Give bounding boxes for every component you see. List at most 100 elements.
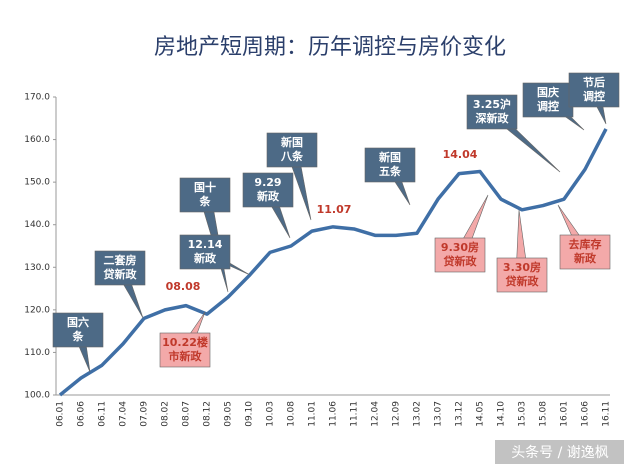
x-tick-label: 13.12 bbox=[455, 401, 465, 427]
x-tick-label: 14.10 bbox=[497, 401, 507, 427]
annotation-text: 新政 bbox=[574, 251, 597, 265]
x-tick-label: 15.08 bbox=[539, 401, 549, 427]
annotation-text: 国六 bbox=[67, 315, 89, 329]
annotation-text: 五条 bbox=[379, 164, 402, 178]
annotation-text: 08.08 bbox=[166, 280, 201, 293]
x-tick-label: 10.03 bbox=[266, 401, 276, 427]
annotation-text: 3.30房 bbox=[503, 260, 541, 274]
annotation: 11.07 bbox=[317, 203, 352, 216]
annotation: 国六条 bbox=[52, 312, 104, 373]
annotation-text: 新国 bbox=[379, 150, 401, 164]
annotation-text: 9.29 bbox=[254, 176, 281, 189]
annotation-text: 国庆 bbox=[537, 85, 559, 99]
annotation-text: 市新政 bbox=[169, 349, 203, 363]
annotation-text: 贷新政 bbox=[104, 267, 138, 281]
x-tick-label: 06.11 bbox=[98, 401, 108, 427]
x-tick-label: 13.07 bbox=[434, 401, 444, 427]
annotation: 14.04 bbox=[443, 148, 478, 161]
chart-title: 房地产短周期：历年调控与房价变化 bbox=[154, 35, 506, 60]
x-tick-label: 13.02 bbox=[413, 401, 423, 427]
x-tick-label: 16.06 bbox=[581, 401, 591, 427]
annotation-text: 新国 bbox=[281, 135, 303, 149]
price-line bbox=[58, 128, 608, 397]
x-tick-label: 14.05 bbox=[476, 401, 486, 427]
y-tick-label: 110.0 bbox=[24, 348, 50, 358]
annotation-text: 国十 bbox=[194, 180, 216, 194]
callout-box bbox=[496, 257, 548, 293]
callout-box bbox=[568, 72, 620, 108]
x-tick-label: 15.03 bbox=[518, 401, 528, 427]
y-tick-label: 150.0 bbox=[24, 178, 50, 188]
callout-box bbox=[179, 177, 231, 213]
x-tick-label: 08.07 bbox=[182, 401, 192, 427]
y-tick-label: 120.0 bbox=[24, 305, 50, 315]
x-tick-label: 06.06 bbox=[77, 401, 87, 427]
callout-box bbox=[522, 82, 574, 118]
callout-box bbox=[466, 94, 518, 130]
x-tick-label: 11.11 bbox=[350, 401, 360, 427]
annotation-text: 12.14 bbox=[188, 238, 223, 251]
x-tick-label: 07.04 bbox=[119, 401, 129, 427]
annotation-text: 贷新政 bbox=[506, 274, 540, 288]
callout-box bbox=[242, 172, 294, 208]
callout-box bbox=[434, 237, 486, 273]
annotation-text: 二套房 bbox=[104, 253, 137, 267]
callout-box bbox=[159, 332, 211, 368]
x-tick-label: 11.06 bbox=[329, 401, 339, 427]
x-tick-label: 11.01 bbox=[308, 401, 318, 427]
annotation-text: 11.07 bbox=[317, 203, 352, 216]
annotation-text: 14.04 bbox=[443, 148, 478, 161]
annotation-text: 条 bbox=[72, 329, 85, 343]
annotation-text: 调控 bbox=[583, 89, 605, 103]
y-tick-label: 130.0 bbox=[24, 263, 50, 273]
callout-box bbox=[94, 250, 146, 286]
x-tick-label: 09.05 bbox=[224, 401, 234, 427]
x-tick-label: 08.02 bbox=[161, 401, 171, 427]
annotation-text: 3.25沪 bbox=[473, 97, 511, 111]
callout-box bbox=[52, 312, 104, 348]
annotation: 08.08 bbox=[166, 280, 201, 293]
x-tick-label: 08.12 bbox=[203, 401, 213, 427]
annotation-text: 9.30房 bbox=[441, 240, 479, 254]
callout-box bbox=[266, 132, 318, 168]
annotation-text: 深新政 bbox=[476, 111, 510, 125]
annotation-text: 新政 bbox=[257, 189, 280, 203]
x-tick-label: 07.09 bbox=[140, 401, 150, 427]
callout-box bbox=[559, 234, 611, 270]
x-tick-label: 06.01 bbox=[56, 401, 66, 427]
x-tick-label: 12.04 bbox=[371, 401, 381, 427]
callout-box bbox=[179, 234, 231, 270]
annotation-text: 调控 bbox=[537, 99, 559, 113]
x-tick-label: 10.08 bbox=[287, 401, 297, 427]
annotation-text: 条 bbox=[199, 194, 212, 208]
y-tick-label: 160.0 bbox=[24, 135, 50, 145]
annotation-text: 贷新政 bbox=[444, 254, 478, 268]
watermark: 头条号 / 谢逸枫 bbox=[511, 444, 609, 461]
x-tick-label: 16.11 bbox=[602, 401, 612, 427]
annotation-text: 新政 bbox=[194, 251, 217, 265]
annotation-text: 去库存 bbox=[569, 237, 602, 251]
annotation-text: 10.22楼 bbox=[162, 335, 208, 349]
y-tick-label: 170.0 bbox=[24, 93, 50, 103]
watermark-bg bbox=[495, 440, 624, 464]
x-tick-label: 12.09 bbox=[392, 401, 402, 427]
annotation-text: 八条 bbox=[280, 149, 304, 163]
x-tick-label: 09.10 bbox=[245, 401, 255, 427]
y-tick-label: 140.0 bbox=[24, 220, 50, 230]
annotation-text: 节后 bbox=[583, 75, 605, 89]
x-tick-label: 16.01 bbox=[560, 401, 570, 427]
y-tick-label: 100.0 bbox=[24, 391, 50, 401]
